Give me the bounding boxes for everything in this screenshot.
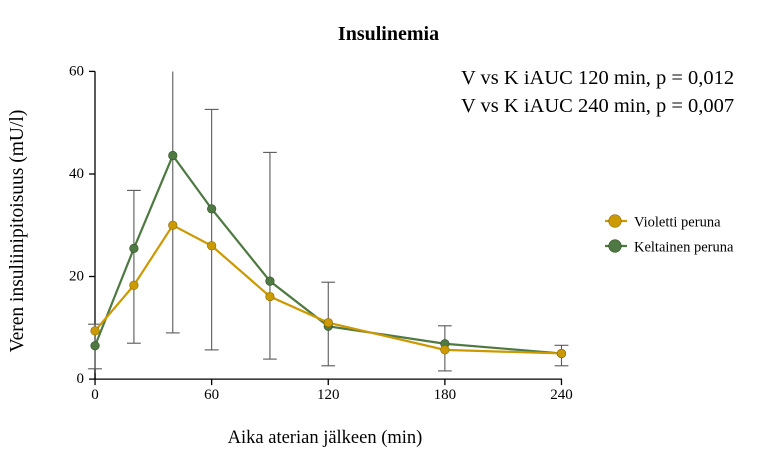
svg-text:20: 20: [69, 269, 84, 285]
svg-text:0: 0: [91, 387, 99, 403]
svg-text:Violetti peruna: Violetti peruna: [634, 215, 721, 231]
svg-text:240: 240: [550, 387, 573, 403]
svg-text:60: 60: [69, 63, 84, 79]
svg-text:0: 0: [77, 371, 85, 387]
svg-text:40: 40: [69, 166, 84, 182]
svg-text:Keltainen peruna: Keltainen peruna: [634, 240, 734, 256]
svg-text:180: 180: [434, 387, 457, 403]
svg-text:60: 60: [204, 387, 219, 403]
svg-text:120: 120: [317, 387, 340, 403]
